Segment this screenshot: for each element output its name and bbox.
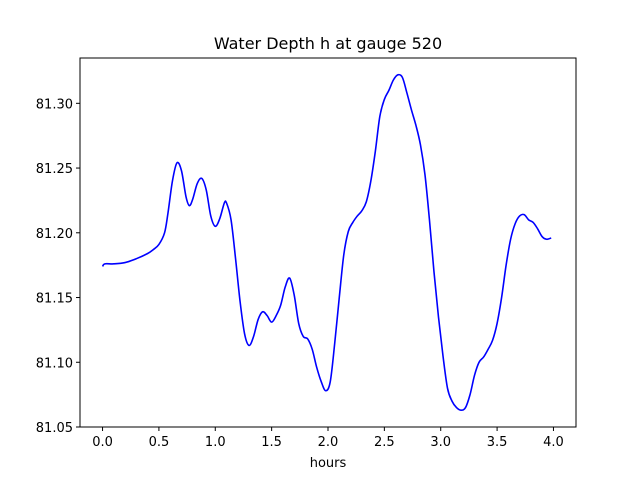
x-tick-label: 0.0 bbox=[92, 435, 113, 450]
x-tick-label: 4.0 bbox=[543, 435, 564, 450]
x-axis-label: hours bbox=[310, 456, 347, 471]
series-line-0 bbox=[101, 73, 552, 411]
y-tick-label: 81.25 bbox=[36, 162, 73, 177]
plot-frame bbox=[79, 57, 577, 428]
x-tick-label: 3.5 bbox=[487, 435, 508, 450]
x-tick-label: 1.0 bbox=[205, 435, 226, 450]
y-tick-label: 81.30 bbox=[36, 97, 73, 112]
y-tick-label: 81.05 bbox=[36, 421, 73, 436]
ticks-group: 0.0 0.5 1.0 1.5 2.0 2.5 3.0 3.5 4.0 81.05 81.10 81.… bbox=[36, 97, 564, 450]
x-tick-label: 2.5 bbox=[374, 435, 395, 450]
x-tick-label: 0.5 bbox=[149, 435, 170, 450]
y-tick-label: 81.20 bbox=[36, 227, 73, 242]
y-tick-label: 81.10 bbox=[36, 356, 73, 371]
plot-line-group bbox=[101, 73, 552, 411]
x-tick-label: 3.0 bbox=[430, 435, 451, 450]
y-tick-label: 81.15 bbox=[36, 292, 73, 307]
x-tick-label: 2.0 bbox=[318, 435, 339, 450]
chart-title: Water Depth h at gauge 520 bbox=[214, 34, 442, 53]
x-tick-label: 1.5 bbox=[261, 435, 282, 450]
